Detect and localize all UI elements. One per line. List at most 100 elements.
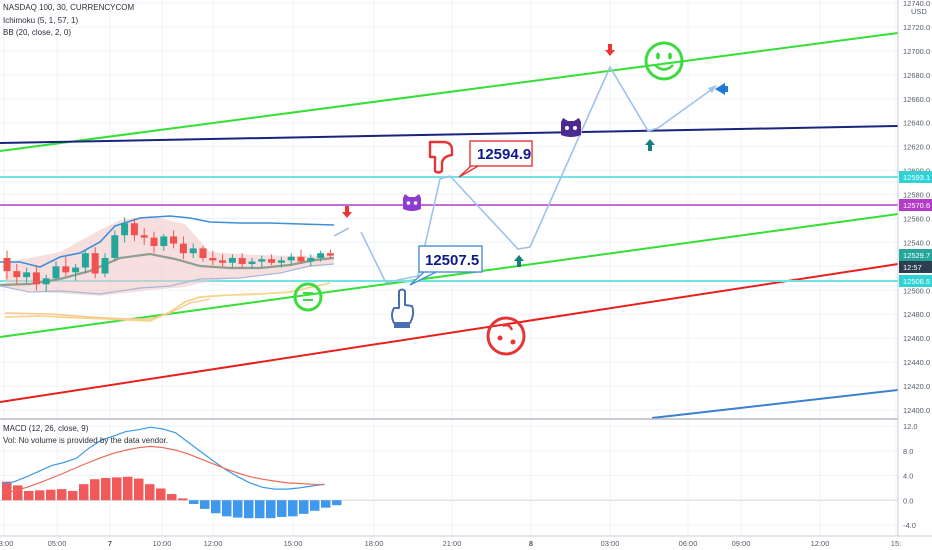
teal-up-arrow-icon [645, 139, 655, 151]
candle-body [150, 237, 158, 247]
price-tick-label: 12420.0 [903, 382, 930, 391]
callout-12507[interactable]: 12507.5 [409, 245, 483, 286]
macd-histogram-bar [299, 500, 309, 514]
macd-histogram-bar [57, 489, 67, 501]
bullish-candle [189, 243, 197, 258]
bullish-candle [81, 250, 89, 274]
price-tag[interactable]: 12529.7 [899, 249, 932, 261]
time-tick-label: 21:00 [443, 539, 462, 548]
green-smiley-icon [644, 41, 684, 81]
price-tag[interactable]: 12570.6 [899, 199, 932, 211]
bb-lower [0, 263, 335, 295]
candle-body [277, 260, 285, 263]
time-tick-label: 12:00 [811, 539, 830, 548]
bearish-candle [326, 249, 334, 260]
candle-body [23, 272, 31, 278]
candle-body [258, 259, 266, 262]
time-axis[interactable]: 03:00 05:00 7 10:00 12:00 15:00 18:00 21:00 8 03:… [0, 539, 901, 548]
price-tick-label: 12580.0 [903, 191, 930, 200]
blue-trendline[interactable] [651, 389, 899, 419]
macd-legend[interactable]: MACD (12, 26, close, 9) [3, 424, 89, 433]
price-tick-label: 12640.0 [903, 119, 930, 128]
green-channel-upper[interactable] [0, 32, 899, 152]
bearish-candle [150, 231, 158, 254]
price-tick-label: 12400.0 [903, 406, 930, 415]
candle-body [170, 236, 178, 244]
price-tag-bg [899, 275, 932, 287]
bearish-candle [268, 254, 276, 266]
bullish-candle [228, 254, 236, 268]
time-tick-label: 15:00 [284, 539, 303, 548]
macd-histogram-bar [332, 500, 342, 506]
bullish-candle [52, 261, 60, 281]
macd-panel-bg [0, 420, 898, 536]
volume-legend[interactable]: Vol: No volume is provided by the data v… [3, 436, 168, 445]
bearish-candle [3, 250, 11, 280]
bullish-candle [287, 253, 295, 266]
price-tick-label: 12620.0 [903, 143, 930, 152]
candle-body [101, 257, 109, 274]
candle-body [326, 253, 334, 256]
macd-histogram-bar [200, 500, 210, 509]
ichimoku-legend[interactable]: Ichimoku (5, 1, 57, 1) [3, 16, 79, 25]
candle-body [130, 223, 138, 236]
bb-basis [0, 252, 335, 287]
navy-trendline[interactable] [0, 125, 899, 144]
macd-tick-label: 12.0 [903, 422, 918, 431]
price-tag[interactable]: 12593.1 [899, 171, 932, 183]
time-tick-label: 05:00 [48, 539, 67, 548]
time-tick-label: 18:00 [365, 539, 384, 548]
price-tag-bg [899, 171, 932, 183]
callout-text: 12594.9 [477, 146, 531, 163]
macd-histogram-bar [101, 477, 111, 501]
macd-histogram-bar [321, 500, 331, 508]
bearish-candle [238, 253, 246, 268]
bearish-candle [170, 230, 178, 249]
pointing-up-hand-icon [391, 288, 415, 328]
green-channel-lower[interactable] [0, 213, 899, 338]
candle-body [317, 253, 325, 258]
bullish-candle [72, 263, 80, 281]
price-tag-bg [899, 249, 932, 261]
macd-histogram-bar [46, 489, 56, 501]
red-down-arrow-icon [605, 44, 615, 56]
purple-cat-icon [561, 118, 581, 137]
price-tick-label: 12680.0 [903, 71, 930, 80]
price-tick-label: 12740.0 [903, 0, 930, 8]
teal-up-arrow-icon [514, 255, 524, 267]
red-trendline[interactable] [0, 263, 899, 403]
time-tick-label: 10:00 [153, 539, 172, 548]
bullish-candle [101, 253, 109, 278]
symbol-title[interactable]: NASDAQ 100, 30, CURRENCYCOM [3, 3, 135, 12]
bb-legend[interactable]: BB (20, close, 2, 0) [3, 28, 72, 37]
macd-histogram-bar [277, 500, 287, 517]
bollinger-bands [0, 215, 335, 322]
macd-histogram-bar [255, 500, 265, 519]
red-sad-face-icon [486, 316, 526, 356]
price-tag-text: 12506.5 [903, 277, 930, 286]
time-tick-label: 7 [108, 539, 112, 548]
bearish-candle [13, 263, 21, 285]
price-tick-label: 12660.0 [903, 95, 930, 104]
candle-body [238, 257, 246, 264]
price-tick-label: 12560.0 [903, 214, 930, 223]
time-tick-label: 03:00 [601, 539, 620, 548]
macd-histogram-bar [90, 479, 100, 501]
red-down-arrow-icon [342, 206, 352, 218]
candle-body [121, 223, 129, 236]
currency-label: USD [911, 7, 927, 16]
price-tag[interactable]: 12506.5 [899, 275, 932, 287]
bullish-candle [277, 256, 285, 268]
price-tag-text: 12593.1 [903, 173, 930, 182]
macd-axis[interactable]: 12.0 8.0 4.0 0.0 -4.0 [903, 422, 918, 530]
macd-tick-label: 8.0 [903, 447, 913, 456]
callout-12594[interactable]: 12594.9 [458, 140, 533, 178]
candle-body [42, 278, 50, 285]
candle-body [62, 266, 70, 273]
macd-tick-label: 0.0 [903, 496, 913, 505]
bearish-candle [199, 246, 207, 262]
candle-body [179, 243, 187, 254]
time-tick-label: 15: [891, 539, 901, 548]
price-tag[interactable]: 12:57 [899, 261, 932, 273]
